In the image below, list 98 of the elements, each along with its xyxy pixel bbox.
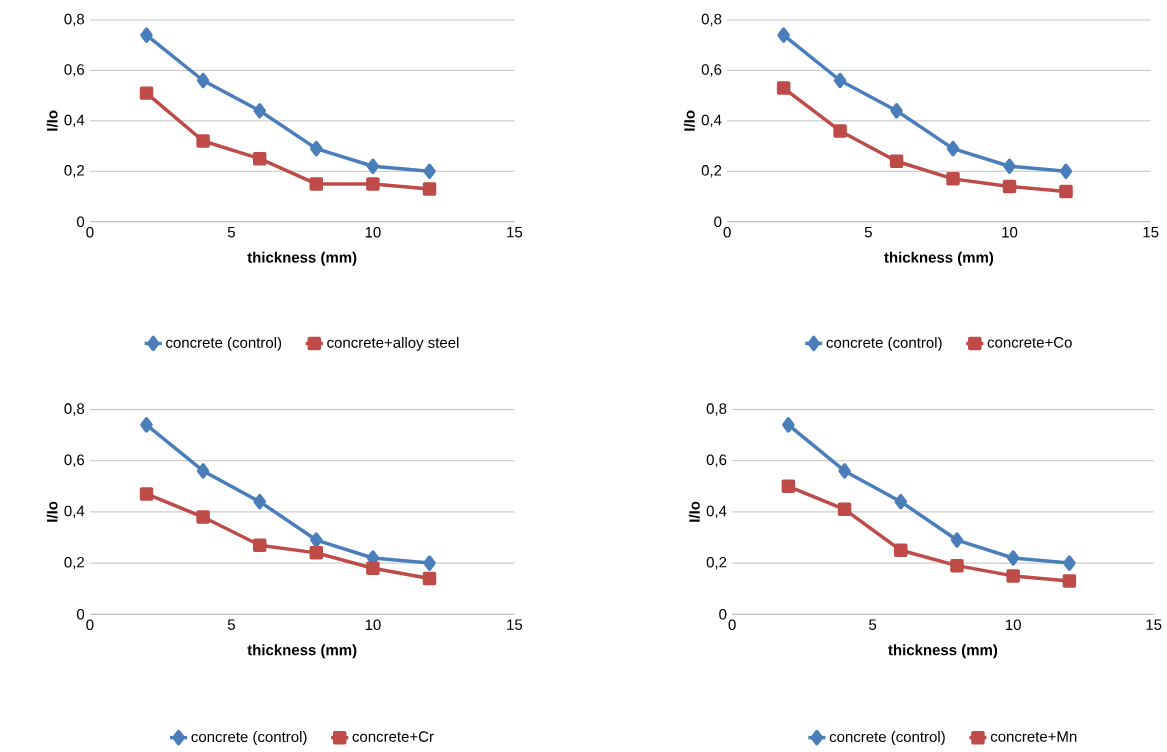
point (422, 182, 437, 196)
y-axis-title: I/Io (688, 501, 700, 522)
point (140, 417, 153, 433)
y-axis-title: I/Io (46, 110, 58, 131)
y-axis-title: I/Io (683, 110, 695, 131)
point (1059, 163, 1073, 179)
legend-label: concrete (control) (826, 336, 942, 351)
point (253, 493, 266, 510)
y-tick-label: 0 (76, 216, 85, 227)
legend-label: concrete (control) (191, 731, 307, 745)
point (894, 543, 908, 557)
y-tick-label: 0,8 (64, 13, 85, 27)
point (1063, 555, 1076, 571)
y-tick-label: 0,2 (701, 165, 722, 178)
y-tick-label: 0,4 (64, 114, 85, 127)
point (1006, 569, 1020, 583)
point (833, 72, 847, 89)
y-tick-label: 0 (719, 608, 727, 620)
point (366, 561, 380, 575)
y-tick-label: 0,2 (64, 165, 84, 178)
point (196, 134, 210, 148)
y-tick-label: 0,4 (64, 505, 85, 519)
y-tick-label: 0,4 (701, 114, 722, 127)
y-tick-label: 0,8 (701, 13, 722, 27)
y-tick-label: 0,8 (64, 403, 85, 416)
point (776, 81, 791, 95)
point (253, 102, 266, 119)
x-tick-label: 0 (728, 619, 736, 631)
point (890, 102, 903, 119)
x-tick-label: 5 (227, 619, 235, 630)
point (140, 27, 153, 43)
point (833, 124, 847, 138)
point (196, 510, 210, 524)
point (837, 502, 852, 517)
legend-label: concrete+Co (987, 337, 1072, 348)
x-axis-title: thickness (mm) (888, 644, 998, 659)
y-tick-label: 0 (714, 216, 722, 227)
point (139, 86, 154, 100)
x-tick-label: 0 (86, 619, 94, 631)
legend-label: concrete+alloy steel (327, 336, 459, 351)
point (422, 571, 437, 586)
x-axis-title: thickness (mm) (884, 251, 994, 266)
point (366, 177, 380, 191)
point (196, 463, 210, 479)
point (423, 163, 436, 179)
x-tick-label: 15 (507, 619, 523, 630)
x-tick-label: 10 (1005, 619, 1021, 631)
point (139, 487, 154, 501)
y-tick-label: 0,8 (706, 403, 727, 416)
point (252, 538, 267, 552)
x-tick-label: 15 (1146, 619, 1162, 630)
point (366, 158, 380, 174)
x-tick-label: 5 (869, 619, 877, 630)
x-tick-label: 15 (1143, 226, 1159, 238)
point (838, 463, 851, 479)
point (310, 140, 323, 157)
x-tick-label: 5 (864, 226, 872, 238)
y-axis-title: I/Io (46, 501, 58, 522)
x-tick-label: 15 (507, 226, 523, 238)
point (1002, 179, 1017, 194)
point (950, 532, 964, 548)
y-tick-label: 0 (76, 608, 85, 620)
legend-label: concrete+Cr (352, 731, 434, 742)
y-tick-label: 0,2 (64, 556, 84, 570)
x-axis-title: thickness (mm) (247, 251, 357, 266)
point (946, 172, 960, 186)
point (310, 532, 323, 548)
point (423, 555, 436, 571)
y-tick-label: 0,6 (64, 64, 85, 77)
point (1059, 184, 1073, 199)
y-tick-label: 0,4 (706, 505, 727, 519)
x-tick-label: 10 (1002, 226, 1018, 238)
y-tick-label: 0,6 (706, 454, 727, 467)
y-tick-label: 0,6 (64, 454, 85, 467)
point (950, 558, 964, 573)
point (777, 27, 790, 43)
point (894, 493, 908, 510)
legend-label: concrete (control) (166, 336, 282, 351)
x-tick-label: 10 (365, 226, 381, 238)
point (196, 72, 210, 89)
point (781, 479, 796, 493)
point (309, 546, 324, 560)
x-tick-label: 0 (86, 226, 94, 238)
x-tick-label: 5 (227, 226, 235, 238)
y-tick-label: 0,2 (706, 556, 727, 570)
x-tick-label: 10 (365, 619, 381, 631)
point (1003, 158, 1016, 174)
point (309, 177, 324, 191)
x-axis-title: thickness (mm) (247, 644, 357, 659)
point (1062, 574, 1077, 588)
point (1006, 550, 1020, 566)
point (889, 154, 904, 168)
y-tick-label: 0,6 (701, 64, 722, 77)
point (252, 151, 267, 166)
point (782, 417, 795, 433)
legend-label: concrete+Mn (990, 731, 1077, 742)
point (946, 140, 960, 157)
legend-label: concrete (control) (829, 731, 945, 745)
